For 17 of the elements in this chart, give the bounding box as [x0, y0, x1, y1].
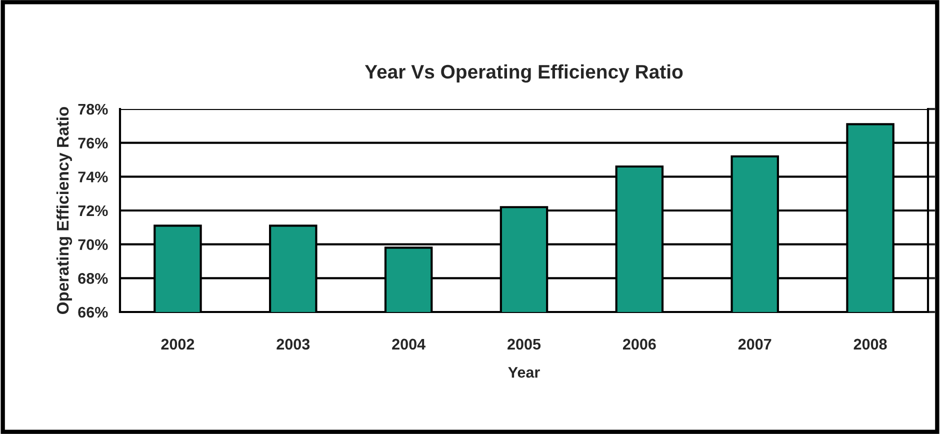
y-tick-label: 72% [78, 205, 108, 216]
x-tick-label: 2008 [854, 338, 887, 350]
x-tick-label: 2002 [161, 338, 194, 350]
y-tick-label: 74% [78, 172, 108, 182]
y-tick-label: 76% [78, 138, 108, 149]
y-tick-label: 66% [78, 306, 108, 318]
y-tick-label: 78% [78, 104, 108, 115]
x-tick-label: 2005 [508, 338, 541, 350]
x-axis-title: Year [508, 367, 540, 378]
x-tick-label: 2004 [392, 338, 426, 350]
chart-title: Year Vs Operating Efficiency Ratio [364, 64, 683, 83]
y-axis-title: Operating Efficiency Ratio [56, 106, 72, 314]
y-tick-label: 68% [78, 273, 108, 284]
y-tick-label: 70% [78, 239, 108, 250]
x-tick-label: 2007 [738, 338, 772, 350]
x-tick-label: 2006 [622, 338, 656, 350]
x-tick-label: 2003 [276, 338, 310, 350]
